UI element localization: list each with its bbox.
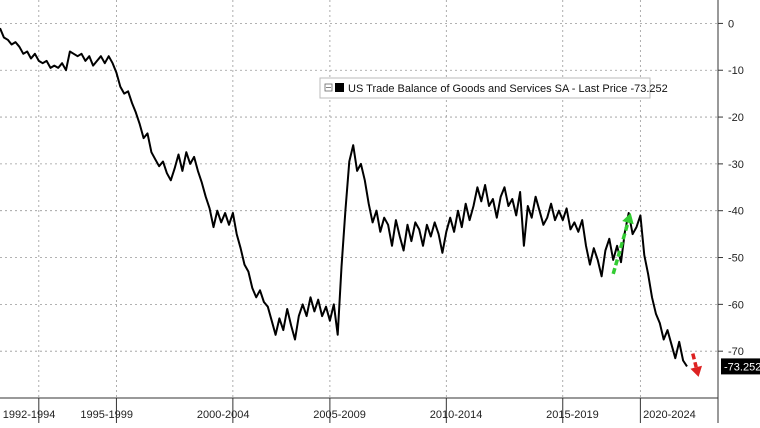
x-tick-label: 2020-2024 [643, 409, 696, 421]
legend-toggle-icon [324, 83, 333, 92]
grid-layer [0, 0, 718, 398]
y-tick-label: -30 [728, 159, 744, 171]
y-tick-label: -70 [728, 346, 744, 358]
last-value-label: -73.252 [724, 361, 760, 373]
y-tick-label: 0 [728, 18, 734, 30]
x-tick-label: 2005-2009 [313, 409, 366, 421]
legend-swatch [335, 83, 344, 92]
x-tick-label: 2000-2004 [197, 409, 250, 421]
annotation-layer [611, 213, 702, 377]
series-layer [0, 27, 688, 367]
y-tick-label: -60 [728, 299, 744, 311]
red-arrow-head [690, 365, 702, 377]
x-tick-label: 2010-2014 [430, 409, 483, 421]
x-tick-label: 1992-1994 [3, 409, 56, 421]
x-tick-label: 2015-2019 [546, 409, 599, 421]
y-tick-label: -40 [728, 206, 744, 218]
y-tick-label: -50 [728, 253, 744, 265]
legend: US Trade Balance of Goods and Services S… [319, 77, 668, 99]
green-arrow-head [622, 213, 634, 225]
legend-label: US Trade Balance of Goods and Services S… [348, 83, 668, 95]
y-tick-label: -20 [728, 112, 744, 124]
y-tick-label: -10 [728, 65, 744, 77]
red-down-arrow [691, 353, 698, 368]
last-value-box [721, 358, 760, 375]
series-line [0, 27, 688, 367]
legend-box [319, 77, 651, 99]
x-tick-label: 1995-1999 [80, 409, 133, 421]
